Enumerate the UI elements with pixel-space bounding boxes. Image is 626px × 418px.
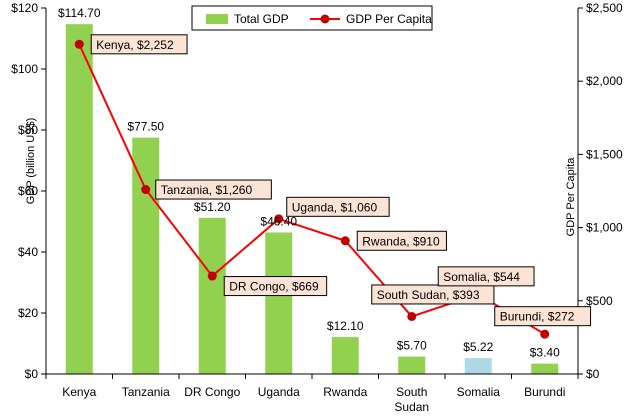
bar-value-label: $5.22 [463,340,493,354]
bar-somalia [464,358,492,374]
legend-marker-swatch [320,14,330,24]
x-tick-label: Somalia [457,385,501,399]
bar-tanzania [132,137,160,374]
legend: Total GDP GDP Per Capita [191,5,433,31]
x-tick-label: Burundi [524,385,565,399]
line-marker [540,329,550,339]
left-tick-label: $80 [18,123,38,137]
legend-bar-swatch [206,14,228,24]
callout-box [223,276,328,297]
x-tick-label: South [396,385,427,399]
callout-box [286,196,390,217]
line-marker [407,311,417,321]
callout-box [90,34,188,55]
callout-box [494,306,592,327]
line-marker [141,185,151,195]
right-tick-label: $1,500 [586,147,623,161]
bar-dr-congo [198,217,226,374]
x-tick-label: Tanzania [122,385,170,399]
callout-label: Burundi, $272 [500,310,575,324]
callout-box [155,179,272,200]
x-tick-label: Kenya [62,385,96,399]
callout-box [356,230,447,251]
bar-rwanda [331,337,359,374]
right-tick-label: $0 [586,367,600,381]
bar-value-label: $12.10 [327,319,364,333]
bar-uganda [265,232,293,374]
callout-label: Tanzania, $1,260 [161,183,253,197]
line-marker [74,39,84,49]
x-tick-label: DR Congo [184,385,240,399]
left-tick-label: $60 [18,184,38,198]
right-tick-label: $2,500 [586,1,623,15]
callout-label: Rwanda, $910 [362,234,440,248]
x-tick-label: Rwanda [323,385,367,399]
callout-label: Kenya, $2,252 [96,38,174,52]
line-marker [340,236,350,246]
line-marker [207,271,217,281]
callout-label: Somalia, $544 [443,270,520,284]
right-tick-label: $1,000 [586,221,623,235]
left-tick-label: $120 [11,1,38,15]
left-tick-label: $100 [11,62,38,76]
bar-south-sudan [398,356,426,374]
bar-kenya [65,24,93,374]
bar-value-label: $5.70 [397,339,427,353]
bar-value-label: $77.50 [127,120,164,134]
bar-value-label: $114.70 [58,6,101,20]
bar-value-label: $51.20 [194,200,231,214]
right-tick-label: $500 [586,294,613,308]
bar-value-label: $3.40 [530,346,560,360]
x-tick-label: Uganda [258,385,300,399]
right-axis-title: GDP Per Capita [565,157,577,237]
line-marker [274,214,284,224]
bar-series [65,24,559,374]
callout-box [371,284,495,305]
bar-value-label: $46.40 [260,214,297,228]
left-tick-label: $20 [18,306,38,320]
x-tick-label: Sudan [394,400,429,414]
callout-label: DR Congo, $669 [229,280,319,294]
legend-label-total-gdp: Total GDP [234,12,289,26]
callout-label: South Sudan, $393 [377,288,480,302]
callout-label: Uganda, $1,060 [292,200,378,214]
data-labels: $114.70 $77.50 $51.20 $46.40 $12.10 $5.70 $5.2… [58,6,592,360]
left-tick-label: $0 [25,367,39,381]
callout-box [437,266,535,287]
bar-burundi [531,363,559,374]
left-axis-title: GDP (billion US$) [25,118,37,205]
legend-label-gdp-per-capita: GDP Per Capita [346,12,432,26]
right-tick-label: $2,000 [586,74,623,88]
left-tick-label: $40 [18,245,38,259]
